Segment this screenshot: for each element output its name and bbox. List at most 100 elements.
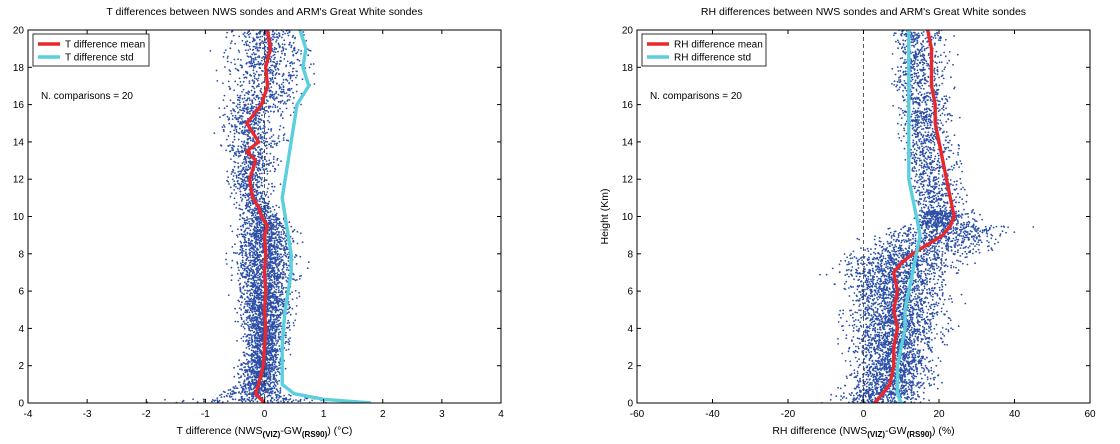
scatter-point [246,391,248,393]
scatter-point [244,229,247,232]
scatter-point [276,228,278,230]
scatter-point [252,214,254,217]
scatter-point [242,184,245,187]
scatter-point [281,291,284,294]
scatter-point [259,273,261,276]
scatter-point [229,195,232,198]
scatter-point [242,175,244,178]
scatter-point [244,103,247,106]
scatter-point [272,332,275,334]
scatter-point [242,168,245,171]
scatter-point [229,144,231,147]
scatter-point [276,239,278,241]
scatter-point [227,176,230,179]
scatter-point [308,66,311,69]
scatter-point [279,100,282,103]
scatter-point [274,168,277,171]
scatter-point [279,238,282,241]
scatter-point [235,151,238,153]
scatter-point [251,254,254,257]
scatter-point [295,90,298,93]
scatter-point [257,49,260,52]
scatter-point [229,393,232,395]
scatter-point [266,170,269,173]
scatter-point [271,64,274,67]
scatter-point [237,166,240,169]
scatter-point [258,361,261,364]
scatter-point [298,291,300,294]
scatter-point [269,77,271,80]
scatter-point [244,303,247,305]
scatter-point [268,233,271,236]
scatter-point [247,56,250,58]
scatter-point [244,223,247,226]
scatter-point [258,67,261,69]
scatter-point [216,397,219,400]
scatter-point [242,212,245,215]
scatter-point [237,228,239,231]
scatter-point [232,175,235,177]
scatter-point [214,399,217,402]
scatter-point [291,307,294,310]
scatter-point [223,396,226,398]
scatter-point [239,85,242,87]
scatter-point [255,318,257,321]
scatter-point [271,347,273,350]
scatter-point [257,85,260,88]
scatter-point [274,335,277,338]
scatter-point [234,398,237,401]
scatter-point [246,398,249,401]
scatter-point [274,329,276,332]
scatter-point [236,99,239,101]
scatter-point [277,350,279,352]
scatter-point [228,85,231,88]
scatter-point [283,261,285,264]
scatter-point [258,341,261,343]
scatter-point [264,45,267,48]
scatter-point [238,51,241,53]
scatter-point [284,54,286,56]
scatter-point [228,69,231,71]
scatter-point [268,267,270,270]
scatter-point [295,83,298,86]
scatter-point [272,318,275,321]
scatter-point [247,245,250,247]
scatter-point [290,46,293,49]
scatter-point [253,284,256,287]
scatter-point [235,176,238,178]
scatter-point [276,62,279,65]
scatter-point [273,290,276,293]
scatter-point [245,311,248,314]
scatter-point [293,278,295,281]
scatter-point [280,287,283,289]
scatter-point [284,342,287,345]
scatter-point [262,251,264,254]
scatter-point [247,129,250,132]
scatter-point [278,371,280,374]
scatter-point [254,214,257,217]
scatter-point [248,396,251,399]
scatter-point [229,396,232,398]
scatter-point [272,80,275,83]
scatter-point [256,94,259,97]
scatter-point [230,266,233,269]
scatter-point [294,289,297,292]
scatter-point [233,160,236,163]
scatter-point [238,269,240,272]
scatter-point [253,39,256,42]
scatter-point [253,87,256,90]
scatter-point [240,242,243,244]
scatter-point [252,60,255,63]
scatter-point [284,252,287,255]
scatter-point [260,227,263,229]
scatter-point [283,43,286,46]
scatter-point [236,68,239,71]
scatter-point [276,82,278,85]
scatter-point [257,316,259,319]
scatter-point [252,69,255,72]
scatter-point [261,138,263,140]
scatter-point [257,120,260,123]
scatter-point [279,325,282,327]
scatter-point [247,44,250,46]
scatter-point [261,152,264,154]
